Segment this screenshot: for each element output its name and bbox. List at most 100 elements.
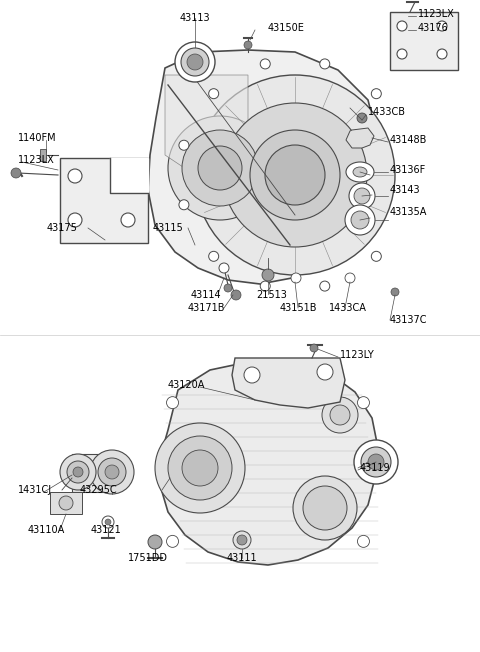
Text: 43148B: 43148B — [390, 135, 427, 145]
Circle shape — [397, 21, 407, 31]
Circle shape — [59, 496, 73, 510]
Circle shape — [372, 89, 381, 98]
Text: 21513: 21513 — [257, 290, 288, 300]
Circle shape — [391, 288, 399, 296]
Circle shape — [262, 269, 274, 281]
Ellipse shape — [198, 146, 242, 190]
Text: 1123LY: 1123LY — [340, 350, 375, 360]
Circle shape — [345, 273, 355, 283]
Bar — [390, 12, 458, 70]
Polygon shape — [232, 358, 345, 408]
Ellipse shape — [195, 75, 395, 275]
Text: 43137C: 43137C — [390, 315, 428, 325]
Circle shape — [330, 405, 350, 425]
Circle shape — [293, 476, 357, 540]
Circle shape — [105, 519, 111, 525]
Text: 43119: 43119 — [360, 463, 391, 473]
Circle shape — [358, 535, 370, 548]
Circle shape — [357, 113, 367, 123]
Circle shape — [354, 440, 398, 484]
Bar — [72, 454, 114, 492]
Circle shape — [233, 531, 251, 549]
Text: 43114: 43114 — [191, 290, 221, 300]
Circle shape — [372, 251, 381, 261]
Text: 1751DD: 1751DD — [128, 553, 168, 563]
Circle shape — [181, 48, 209, 76]
Circle shape — [368, 454, 384, 470]
Circle shape — [98, 458, 126, 486]
Circle shape — [187, 54, 203, 70]
Circle shape — [68, 169, 82, 183]
Circle shape — [260, 59, 270, 69]
Polygon shape — [165, 75, 248, 175]
Ellipse shape — [250, 130, 340, 220]
Circle shape — [437, 21, 447, 31]
Circle shape — [361, 447, 391, 477]
Circle shape — [260, 281, 270, 291]
Text: 1433CA: 1433CA — [329, 303, 367, 313]
Text: 43295C: 43295C — [80, 485, 118, 495]
Circle shape — [167, 396, 179, 409]
Circle shape — [224, 284, 232, 292]
Polygon shape — [346, 128, 374, 148]
Circle shape — [358, 396, 370, 409]
Text: 43136F: 43136F — [390, 165, 426, 175]
Bar — [40, 149, 46, 161]
Text: 43171B: 43171B — [187, 303, 225, 313]
Polygon shape — [160, 362, 378, 565]
Ellipse shape — [353, 167, 367, 177]
Circle shape — [291, 273, 301, 283]
Text: 43143: 43143 — [390, 185, 420, 195]
Circle shape — [354, 188, 370, 204]
Circle shape — [11, 168, 21, 178]
Text: 43175: 43175 — [47, 223, 77, 233]
Text: 1431CJ: 1431CJ — [18, 485, 52, 495]
Circle shape — [67, 461, 89, 483]
Polygon shape — [148, 50, 378, 284]
Circle shape — [105, 465, 119, 479]
Circle shape — [155, 423, 245, 513]
Circle shape — [219, 263, 229, 273]
Circle shape — [148, 535, 162, 549]
Text: 43111: 43111 — [227, 553, 257, 563]
Circle shape — [237, 535, 247, 545]
Circle shape — [60, 454, 96, 490]
Text: 43135A: 43135A — [390, 207, 427, 217]
Text: 43115: 43115 — [153, 223, 183, 233]
Ellipse shape — [168, 116, 272, 220]
Circle shape — [179, 200, 189, 210]
Ellipse shape — [265, 145, 325, 205]
Circle shape — [68, 213, 82, 227]
Circle shape — [303, 486, 347, 530]
Text: 1140FM: 1140FM — [18, 133, 57, 143]
Circle shape — [351, 211, 369, 229]
Ellipse shape — [346, 162, 374, 182]
Text: 43121: 43121 — [91, 525, 121, 535]
Circle shape — [437, 49, 447, 59]
Circle shape — [168, 436, 232, 500]
Circle shape — [167, 535, 179, 548]
Text: 43176: 43176 — [418, 23, 449, 33]
Circle shape — [320, 281, 330, 291]
Circle shape — [73, 467, 83, 477]
Circle shape — [90, 450, 134, 494]
Text: 43110A: 43110A — [27, 525, 65, 535]
Circle shape — [310, 344, 318, 352]
Text: 1433CB: 1433CB — [368, 107, 406, 117]
Circle shape — [322, 397, 358, 433]
Bar — [50, 492, 82, 514]
Text: 43113: 43113 — [180, 13, 210, 23]
Circle shape — [231, 290, 241, 300]
Circle shape — [102, 516, 114, 528]
Circle shape — [320, 59, 330, 69]
Text: 43150E: 43150E — [268, 23, 305, 33]
Circle shape — [121, 169, 135, 183]
Circle shape — [209, 251, 219, 261]
Circle shape — [244, 367, 260, 383]
Ellipse shape — [182, 130, 258, 206]
Circle shape — [209, 89, 219, 98]
Polygon shape — [110, 158, 148, 193]
Circle shape — [179, 140, 189, 150]
Circle shape — [121, 213, 135, 227]
Text: 43151B: 43151B — [279, 303, 317, 313]
